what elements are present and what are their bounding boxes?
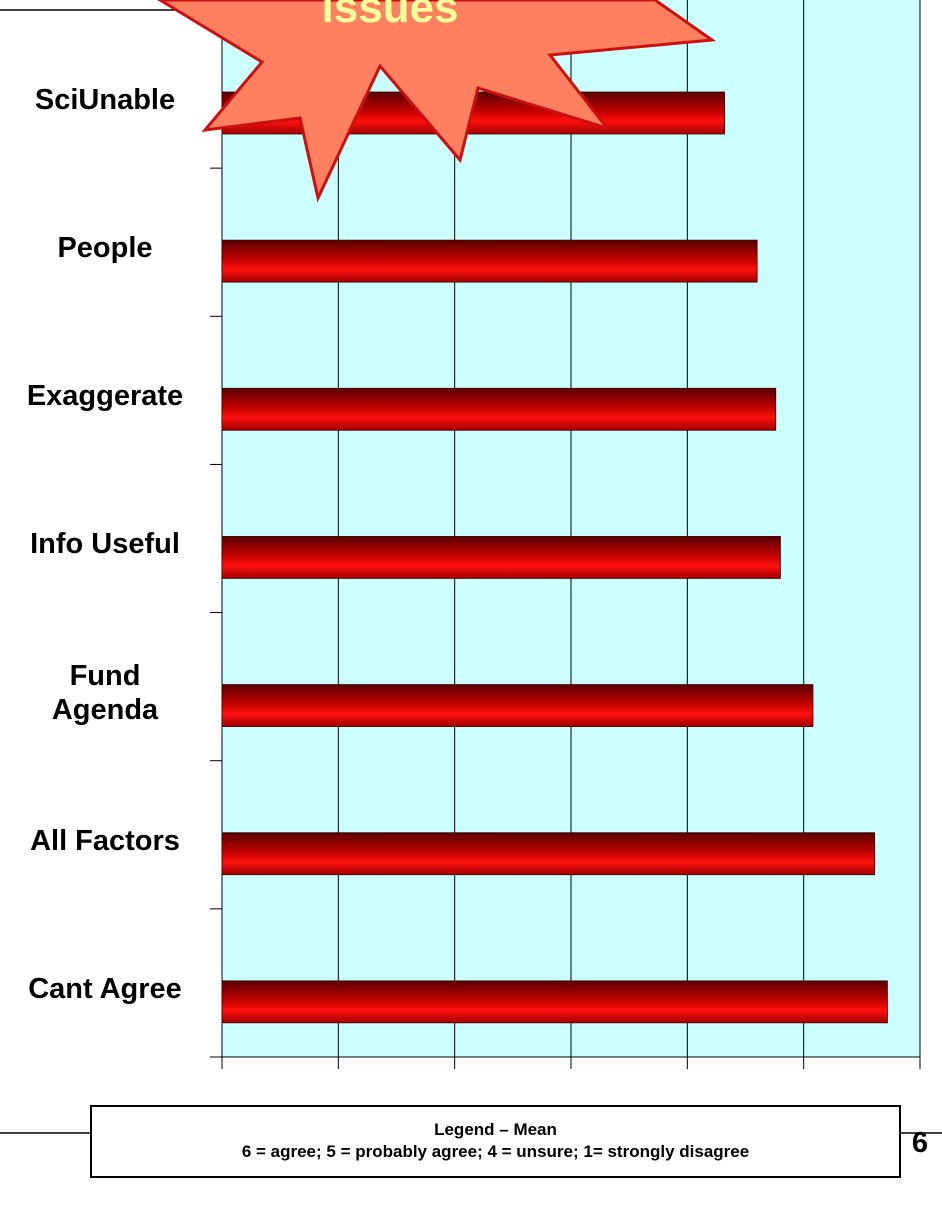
y-tick-label: Cant Agree (15, 972, 195, 1006)
legend-title: Legend – Mean (92, 1119, 899, 1141)
y-tick-label: Info Useful (15, 527, 195, 561)
page: {"chart_data": {"type": "bar", "orientat… (0, 0, 942, 1205)
x-tick-label: 6 (912, 1127, 928, 1159)
chart: issues 0123456 (0, 0, 942, 1205)
legend-text: 6 = agree; 5 = probably agree; 4 = unsur… (92, 1141, 899, 1163)
bar (222, 981, 887, 1023)
bar (222, 833, 875, 875)
annotation: issues (322, 0, 459, 32)
y-tick-label: People (15, 231, 195, 265)
y-tick-label: Exaggerate (15, 379, 195, 413)
legend: Legend – Mean 6 = agree; 5 = probably ag… (90, 1105, 901, 1178)
bar (222, 685, 813, 727)
y-tick-label: SciUnable (15, 83, 195, 117)
bar (222, 240, 757, 282)
y-tick-label: All Factors (15, 824, 195, 858)
y-tick-label: Fund Agenda (15, 659, 195, 727)
bar (222, 388, 776, 430)
bar (222, 536, 780, 578)
